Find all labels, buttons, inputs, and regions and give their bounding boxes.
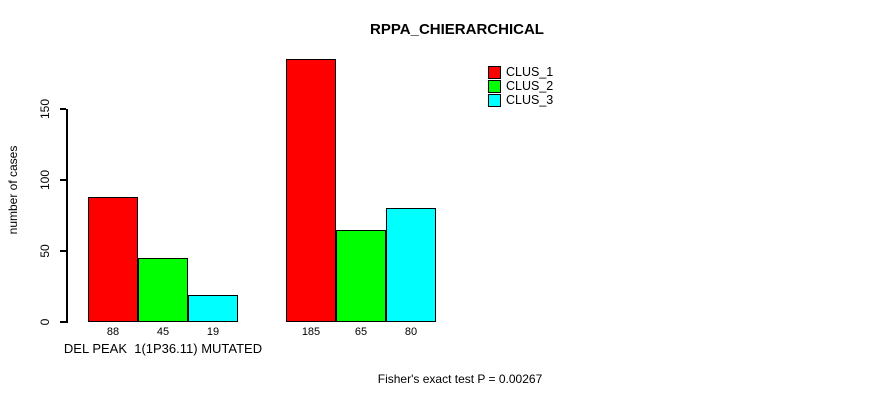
legend-swatch-clus_1 <box>488 65 501 79</box>
annotation-text: Fisher's exact test P = 0.00267 <box>377 372 543 386</box>
x-axis-group-label: DEL PEAK 1(1P36.11) MUTATED <box>63 341 263 356</box>
y-axis-tick-label: 50 <box>38 244 52 258</box>
y-axis-tick <box>60 321 66 323</box>
legend: CLUS_1 CLUS_2 CLUS_3 <box>488 65 553 107</box>
legend-label-clus_2: CLUS_2 <box>506 79 554 93</box>
bar-value-label: 65 <box>354 326 368 338</box>
y-axis-line <box>66 109 68 323</box>
bar-value-label: 80 <box>404 326 418 338</box>
legend-label-clus_1: CLUS_1 <box>506 65 554 79</box>
y-axis-tick <box>60 250 66 252</box>
bar-clus_3-group2 <box>386 208 436 322</box>
y-axis-label: number of cases <box>6 145 20 235</box>
bar-value-label: 45 <box>156 326 170 338</box>
y-axis-tick <box>60 179 66 181</box>
legend-swatch-clus_3 <box>488 93 501 107</box>
y-axis-tick-label: 100 <box>38 169 52 191</box>
bar-value-label: 19 <box>206 326 220 338</box>
bar-clus_2-group2 <box>336 229 386 322</box>
y-axis-tick-label: 0 <box>38 318 52 326</box>
bar-clus_3-group1 <box>188 295 238 322</box>
bar-clus_2-group1 <box>138 258 188 322</box>
bar-value-label: 185 <box>301 326 321 338</box>
y-axis-tick-label: 150 <box>38 98 52 120</box>
legend-swatch-clus_2 <box>488 79 501 93</box>
bar-clus_1-group1 <box>88 197 138 322</box>
legend-row-clus_3: CLUS_3 <box>488 93 553 107</box>
legend-label-clus_3: CLUS_3 <box>506 93 554 107</box>
bar-value-label: 88 <box>106 326 120 338</box>
legend-row-clus_1: CLUS_1 <box>488 65 553 79</box>
y-axis-tick <box>60 108 66 110</box>
chart-title: RPPA_CHIERARCHICAL <box>370 21 544 38</box>
legend-row-clus_2: CLUS_2 <box>488 79 553 93</box>
bar-clus_1-group2 <box>286 59 336 322</box>
